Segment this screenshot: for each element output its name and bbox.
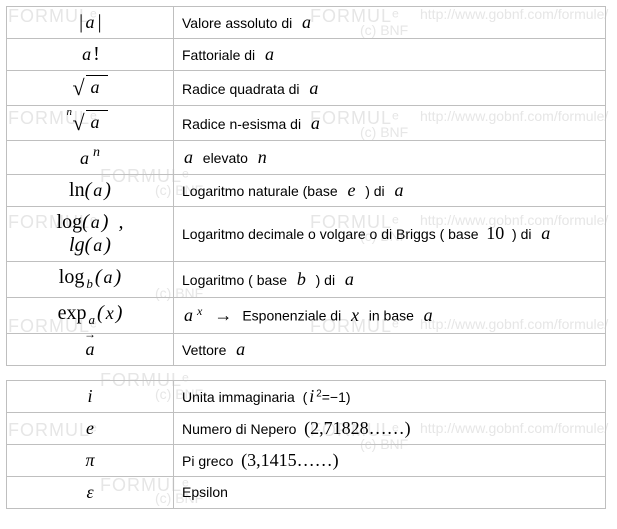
symbol-cell: i bbox=[7, 380, 174, 412]
symbol-cell: n√a bbox=[7, 106, 174, 141]
table-row: iUnita immaginaria (i2=−1) bbox=[7, 380, 606, 412]
description-cell: ax→Esponenziale di x in base a bbox=[174, 297, 606, 333]
table-row: n√aRadice n-esisma di a bbox=[7, 106, 606, 141]
description-cell: Radice quadrata di a bbox=[174, 71, 606, 106]
description-cell: Unita immaginaria (i2=−1) bbox=[174, 380, 606, 412]
table-row: εEpsilon bbox=[7, 476, 606, 508]
table-row: a!Fattoriale di a bbox=[7, 39, 606, 71]
symbol-cell: ε bbox=[7, 476, 174, 508]
table-row: log(a) ,lg(a)Logaritmo decimale o volgar… bbox=[7, 206, 606, 261]
symbols-table-1: |a|Valore assoluto di aa!Fattoriale di a… bbox=[6, 6, 606, 366]
description-cell: Logaritmo naturale (base e ) di a bbox=[174, 174, 606, 206]
symbol-cell: a bbox=[7, 333, 174, 365]
description-cell: Pi greco (3,1415……) bbox=[174, 444, 606, 476]
symbol-cell: an bbox=[7, 141, 174, 175]
table-row: ana elevato n bbox=[7, 141, 606, 175]
symbols-table-2: iUnita immaginaria (i2=−1)eNumero di Nep… bbox=[6, 380, 606, 509]
description-cell: Valore assoluto di a bbox=[174, 7, 606, 39]
symbol-cell: log(a) ,lg(a) bbox=[7, 206, 174, 261]
table-row: |a|Valore assoluto di a bbox=[7, 7, 606, 39]
description-cell: Vettore a bbox=[174, 333, 606, 365]
description-cell: a elevato n bbox=[174, 141, 606, 175]
symbol-cell: √a bbox=[7, 71, 174, 106]
description-cell: Logaritmo decimale o volgare o di Briggs… bbox=[174, 206, 606, 261]
symbol-cell: a! bbox=[7, 39, 174, 71]
table-row: logb(a)Logaritmo ( base b ) di a bbox=[7, 261, 606, 297]
description-cell: Fattoriale di a bbox=[174, 39, 606, 71]
table-row: πPi greco (3,1415……) bbox=[7, 444, 606, 476]
symbol-cell: logb(a) bbox=[7, 261, 174, 297]
symbol-cell: π bbox=[7, 444, 174, 476]
symbol-cell: |a| bbox=[7, 7, 174, 39]
symbol-cell: e bbox=[7, 412, 174, 444]
description-cell: Numero di Nepero (2,71828……) bbox=[174, 412, 606, 444]
description-cell: Radice n-esisma di a bbox=[174, 106, 606, 141]
table-row: √aRadice quadrata di a bbox=[7, 71, 606, 106]
description-cell: Epsilon bbox=[174, 476, 606, 508]
table-row: aVettore a bbox=[7, 333, 606, 365]
description-cell: Logaritmo ( base b ) di a bbox=[174, 261, 606, 297]
table-row: eNumero di Nepero (2,71828……) bbox=[7, 412, 606, 444]
symbol-cell: ln(a) bbox=[7, 174, 174, 206]
table-row: ln(a)Logaritmo naturale (base e ) di a bbox=[7, 174, 606, 206]
